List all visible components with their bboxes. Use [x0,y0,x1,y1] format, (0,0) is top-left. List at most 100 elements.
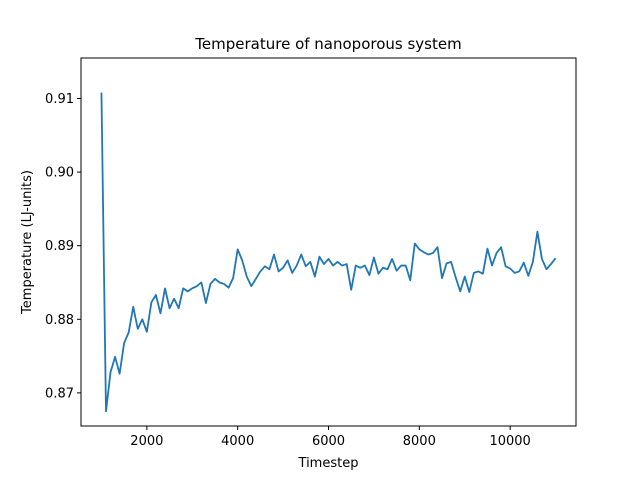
data-point [368,274,370,276]
data-point [150,301,152,303]
data-point [537,231,539,233]
y-tick-label: 0.90 [45,166,74,181]
data-point [387,268,389,270]
data-point [455,276,457,278]
data-point [414,243,416,245]
data-point [464,276,466,278]
data-point [373,257,375,259]
data-point [359,267,361,269]
data-point [405,265,407,267]
x-tick-label: 4000 [221,434,254,449]
data-point [300,254,302,256]
data-point [505,265,507,267]
data-point [446,262,448,264]
data-point [291,272,293,274]
data-point [273,254,275,256]
data-point [232,277,234,279]
data-point [210,283,212,285]
chart-title: Temperature of nanoporous system [194,35,461,53]
data-point [141,318,143,320]
data-point [319,256,321,258]
data-point [509,268,511,270]
data-point [541,258,543,260]
data-point [250,285,252,287]
x-tick-label: 8000 [403,434,436,449]
data-point [128,332,130,334]
data-point [378,273,380,275]
y-axis-label: Temperature (LJ-units) [20,170,35,315]
data-point [282,267,284,269]
y-tick-label: 0.89 [45,239,74,254]
data-point [173,298,175,300]
data-point [487,248,489,250]
data-point [228,287,230,289]
data-point [219,282,221,284]
data-point [437,246,439,248]
series-layer [100,92,557,413]
data-point [346,263,348,265]
data-point [314,276,316,278]
data-point [205,302,207,304]
data-point [160,312,162,314]
data-point [364,265,366,267]
data-point [473,272,475,274]
data-point [423,251,425,253]
data-point [101,92,103,94]
data-point [332,265,334,267]
x-axis-ticks: 2000 4000 6000 8000 10000 [130,426,531,449]
data-point [432,252,434,254]
data-point [477,271,479,273]
data-point [169,307,171,309]
data-point [450,261,452,263]
data-point [146,331,148,333]
data-point [355,265,357,267]
data-point [546,268,548,270]
plot-area [80,57,577,427]
data-point [105,410,107,412]
y-tick-label: 0.88 [45,313,74,328]
data-point [187,290,189,292]
data-point [428,254,430,256]
x-tick-label: 10000 [489,434,530,449]
data-point [132,306,134,308]
data-point [341,265,343,267]
data-point [110,371,112,373]
data-point [155,294,157,296]
data-point [214,278,216,280]
data-point [119,373,121,375]
series-line-0 [100,92,557,413]
data-point [518,271,520,273]
data-point [255,278,257,280]
x-tick-label: 6000 [312,434,345,449]
data-point [555,257,557,259]
data-point [459,290,461,292]
data-point [396,270,398,272]
data-point [305,265,307,267]
data-point [164,287,166,289]
y-tick-label: 0.87 [45,386,74,401]
data-point [527,275,529,277]
y-axis-ticks: 0.87 0.88 0.89 0.90 0.91 [45,92,81,401]
data-point [237,248,239,250]
data-point [178,307,180,309]
data-point [123,342,125,344]
plot-frame [80,57,577,427]
data-point [532,261,534,263]
data-point [309,261,311,263]
data-point [523,262,525,264]
data-point [114,356,116,358]
data-point [337,261,339,263]
data-point [400,265,402,267]
data-point [409,279,411,281]
y-tick-label: 0.91 [45,92,74,107]
data-point [550,263,552,265]
data-point [137,328,139,330]
data-point [391,258,393,260]
data-point [418,248,420,250]
data-point [514,272,516,274]
data-point [500,246,502,248]
data-point [441,277,443,279]
data-point [296,265,298,267]
